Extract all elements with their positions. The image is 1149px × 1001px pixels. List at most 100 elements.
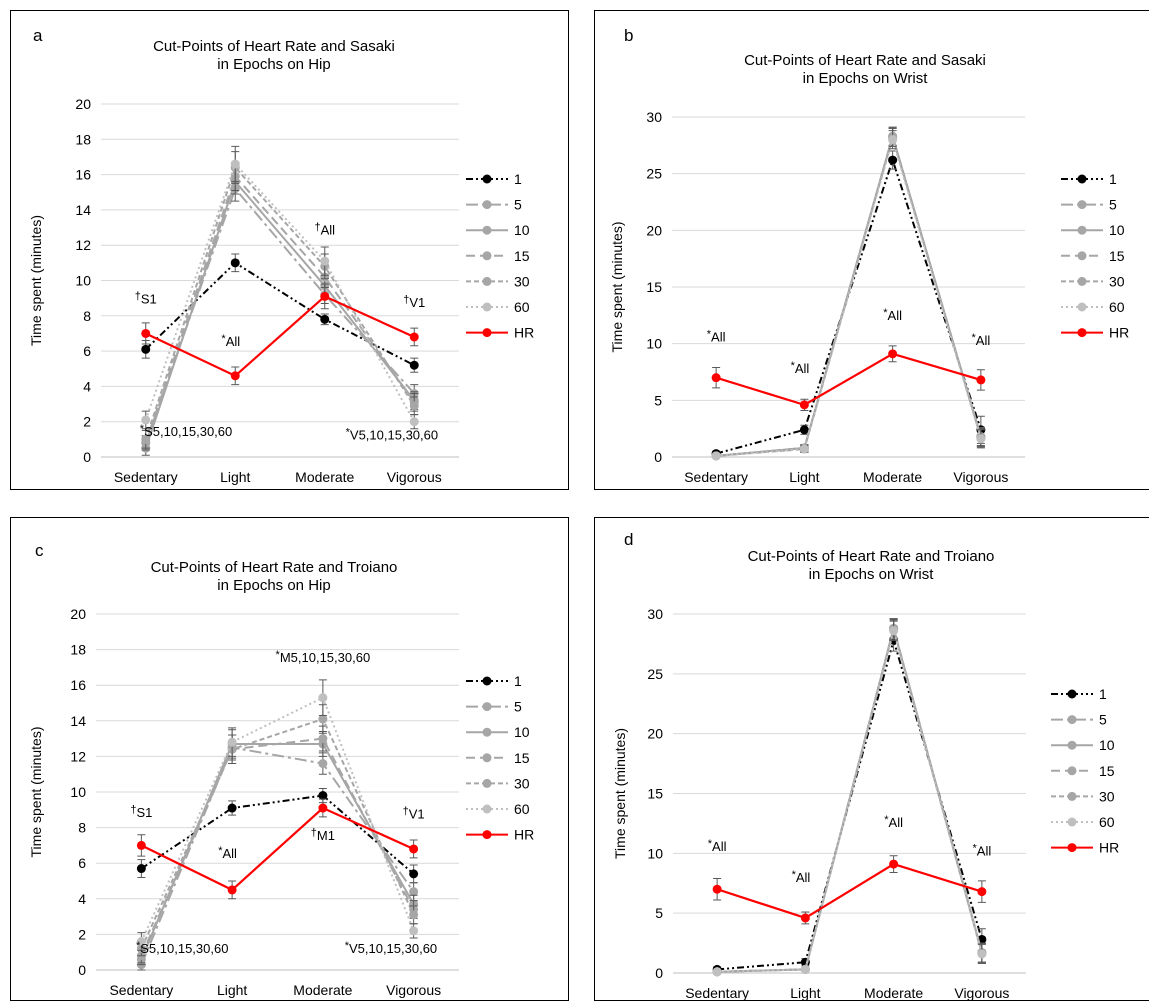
data-point [977,949,987,959]
legend-label: 60 [1099,814,1115,830]
panel-letter: d [624,530,633,549]
series-line [144,162,416,423]
legend-label: 10 [514,724,530,740]
chart-subtitle: in Epochs on Wrist [803,70,929,87]
legend-label: HR [1099,840,1119,856]
data-point [888,155,898,165]
series-line [140,746,415,966]
legend-marker [1067,843,1077,853]
annotation-label: †All [314,222,335,238]
data-point [409,910,419,920]
chart-title: Cut-Points of Heart Rate and Troiano [748,548,995,565]
annotation-label: *All [707,328,726,344]
annotation-label: *V5,10,15,30,60 [345,940,437,956]
x-tick-label: Vigorous [954,985,1009,1001]
y-tick-label: 30 [647,606,663,622]
series-line [140,717,415,950]
legend-label: 10 [1099,737,1115,753]
data-point [409,360,419,370]
annotation-label: *S5,10,15,30,60 [136,940,228,956]
chart-title: Cut-Points of Heart Rate and Sasaki [744,52,986,69]
legend-label: 10 [1109,222,1125,238]
data-point [320,256,330,266]
legend-marker [482,276,492,286]
series-line [717,624,983,973]
legend-label: 15 [1099,763,1115,779]
data-point [136,937,146,947]
y-tick-label: 20 [647,726,663,742]
legend-marker [482,727,492,737]
legend-marker [1067,740,1077,750]
series-HR [712,855,987,925]
y-tick-label: 10 [646,336,662,352]
data-point [141,328,151,338]
legend-label: 1 [1099,686,1107,702]
legend-label: 15 [1109,248,1125,264]
data-point [318,734,328,744]
data-point [409,332,419,342]
series-30 [136,704,419,957]
series-line [716,136,982,457]
chart-title: Cut-Points of Heart Rate and Sasaki [153,38,395,55]
y-tick-label: 14 [75,202,91,218]
annotation-label: *M5,10,15,30,60 [276,649,371,665]
data-point [227,803,237,813]
x-tick-label: Light [220,469,250,485]
data-point [888,349,898,359]
data-point [711,451,721,461]
legend-marker [1077,225,1087,235]
legend-label: 15 [514,750,530,766]
legend-marker [482,830,492,840]
series-10 [136,729,419,966]
data-point [976,375,986,385]
data-point [230,159,240,169]
data-point [318,693,328,703]
chart-svg-d: d Cut-Points of Heart Rate and Troianoin … [612,530,1119,1001]
chart-panel-d: d Cut-Points of Heart Rate and Troiano in … [594,517,1149,1001]
legend-marker [482,302,492,312]
y-tick-label: 4 [78,891,86,907]
data-point [799,444,809,454]
annotation-label: *All [708,838,727,854]
series-line [140,806,415,892]
y-tick-label: 4 [83,378,91,394]
legend-marker [1077,251,1087,261]
x-tick-label: Sedentary [684,469,748,485]
y-tick-label: 8 [83,308,91,324]
data-point [712,884,722,894]
legend-label: 60 [1109,299,1125,315]
series-line [140,696,415,942]
data-point [409,417,419,427]
x-tick-label: Moderate [864,985,923,1001]
data-point [799,425,809,435]
y-axis-label: Time spent (minutes) [612,728,628,859]
legend-label: HR [514,827,534,843]
chart-title: Cut-Points of Heart Rate and Troiano [151,559,398,576]
legend-marker [482,200,492,210]
data-point [889,859,899,869]
legend-label: 1 [1109,171,1117,187]
series-line [144,186,415,444]
y-tick-label: 0 [83,449,91,465]
y-tick-label: 0 [655,965,663,981]
legend-marker [1077,328,1087,338]
legend-marker [1077,302,1087,312]
x-tick-label: Vigorous [387,469,442,485]
legend-label: 5 [1099,712,1107,728]
legend-marker [1067,689,1077,699]
annotation-label: *V5,10,15,30,60 [346,426,438,442]
data-point [977,887,987,897]
y-tick-label: 5 [655,905,663,921]
annotation-label: *All [973,843,992,859]
data-point [320,291,330,301]
data-point [141,344,151,354]
data-point [141,415,151,425]
annotation-label: *All [884,814,903,830]
legend-marker [1067,817,1077,827]
data-point [230,258,240,268]
y-tick-label: 30 [646,109,662,125]
